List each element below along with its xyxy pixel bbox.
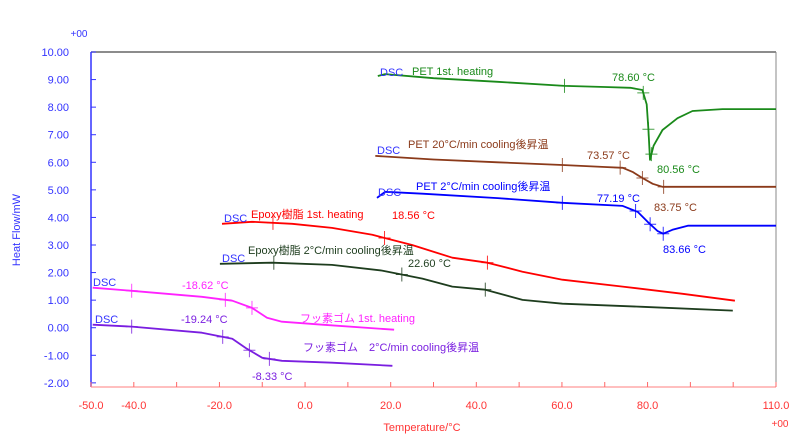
crosshair-marker xyxy=(481,255,494,270)
crosshair-marker xyxy=(614,160,627,175)
series-label: フッ素ゴム 1st. heating xyxy=(300,311,415,325)
dsc-tag: DSC xyxy=(378,187,401,199)
temperature-annotation: 83.66 °C xyxy=(663,244,706,256)
crosshair-marker xyxy=(245,300,258,315)
temperature-annotation: 18.56 °C xyxy=(392,210,435,222)
series-line xyxy=(221,220,736,302)
crosshair-marker xyxy=(395,267,408,282)
x-tick-label: 80.0 xyxy=(637,400,658,412)
temperature-annotation: 73.57 °C xyxy=(587,150,630,162)
series-label: Epoxy樹脂 1st. heating xyxy=(251,207,364,221)
crosshair-marker xyxy=(266,215,279,230)
dsc-tag: DSC xyxy=(222,253,245,265)
y-tick-label: 10.00 xyxy=(41,47,69,59)
crosshair-marker xyxy=(629,204,642,219)
crosshair-marker xyxy=(267,255,280,270)
series-line xyxy=(376,190,776,235)
x-tick-label: -50.0 xyxy=(78,400,103,412)
x-tick-label: 110.0 xyxy=(763,400,790,412)
crosshair-marker xyxy=(657,179,670,194)
temperature-annotation: 22.60 °C xyxy=(408,258,451,270)
x-tick-label: 40.0 xyxy=(466,400,487,412)
temperature-annotation: -8.33 °C xyxy=(252,371,293,383)
x-tick-label: -40.0 xyxy=(121,400,146,412)
x-axis-label: Temperature/°C xyxy=(383,422,460,434)
crosshair-marker xyxy=(644,217,657,232)
dsc-tag: DSC xyxy=(377,145,400,157)
series-label: Epoxy樹脂 2°C/min cooling後昇温 xyxy=(248,243,414,257)
x-exponent: +00 xyxy=(772,419,789,430)
crosshair-marker xyxy=(125,319,138,334)
crosshair-marker xyxy=(657,226,670,241)
crosshair-marker xyxy=(645,147,658,162)
crosshair-marker xyxy=(636,171,649,186)
y-tick-label: 5.00 xyxy=(48,185,69,197)
crosshair-marker xyxy=(637,85,650,100)
dsc-tag: DSC xyxy=(380,67,403,79)
y-tick-label: 3.00 xyxy=(48,240,69,252)
crosshair-marker xyxy=(219,292,232,307)
series-label: PET 2°C/min cooling後昇温 xyxy=(416,179,550,193)
y-tick-label: 8.00 xyxy=(48,102,69,114)
crosshair-marker xyxy=(263,351,276,366)
dsc-tag: DSC xyxy=(224,213,247,225)
series-label: PET 1st. heating xyxy=(412,66,493,78)
x-tick-label: -20.0 xyxy=(207,400,232,412)
y-tick-label: 9.00 xyxy=(48,75,69,87)
y-exponent: +00 xyxy=(71,29,88,40)
x-tick-label: 0.0 xyxy=(297,400,312,412)
x-tick-label: 60.0 xyxy=(551,400,572,412)
y-tick-label: 2.00 xyxy=(48,268,69,280)
crosshair-marker xyxy=(479,282,492,297)
y-tick-label: -1.00 xyxy=(44,350,69,362)
crosshair-marker xyxy=(556,158,569,173)
x-tick-label: 20.0 xyxy=(380,400,401,412)
crosshair-marker xyxy=(558,78,571,93)
crosshair-marker xyxy=(216,329,229,344)
crosshair-marker xyxy=(125,283,138,298)
dsc-tag: DSC xyxy=(93,277,116,289)
temperature-annotation: 78.60 °C xyxy=(612,72,655,84)
y-tick-label: -2.00 xyxy=(44,378,69,390)
y-axis-label: Heat Flow/mW xyxy=(11,193,23,266)
temperature-annotation: 77.19 °C xyxy=(597,193,640,205)
series-label: フッ素ゴム 2°C/min cooling後昇温 xyxy=(303,340,479,354)
crosshair-marker xyxy=(642,122,655,137)
y-tick-label: 1.00 xyxy=(48,295,69,307)
y-tick-label: 7.00 xyxy=(48,130,69,142)
temperature-annotation: -18.62 °C xyxy=(182,280,229,292)
series-line xyxy=(377,73,776,161)
temperature-annotation: 83.75 °C xyxy=(654,202,697,214)
temperature-annotation: 80.56 °C xyxy=(657,164,700,176)
series-line xyxy=(219,261,733,312)
dsc-tag: DSC xyxy=(95,314,118,326)
crosshair-marker xyxy=(378,230,391,245)
crosshair-marker xyxy=(243,343,256,358)
crosshair-marker xyxy=(556,195,569,210)
y-tick-label: 6.00 xyxy=(48,157,69,169)
series-label: PET 20°C/min cooling後昇温 xyxy=(408,137,549,151)
y-tick-label: 0.00 xyxy=(48,323,69,335)
y-tick-label: 4.00 xyxy=(48,212,69,224)
series-line xyxy=(92,323,393,367)
temperature-annotation: -19.24 °C xyxy=(181,314,228,326)
